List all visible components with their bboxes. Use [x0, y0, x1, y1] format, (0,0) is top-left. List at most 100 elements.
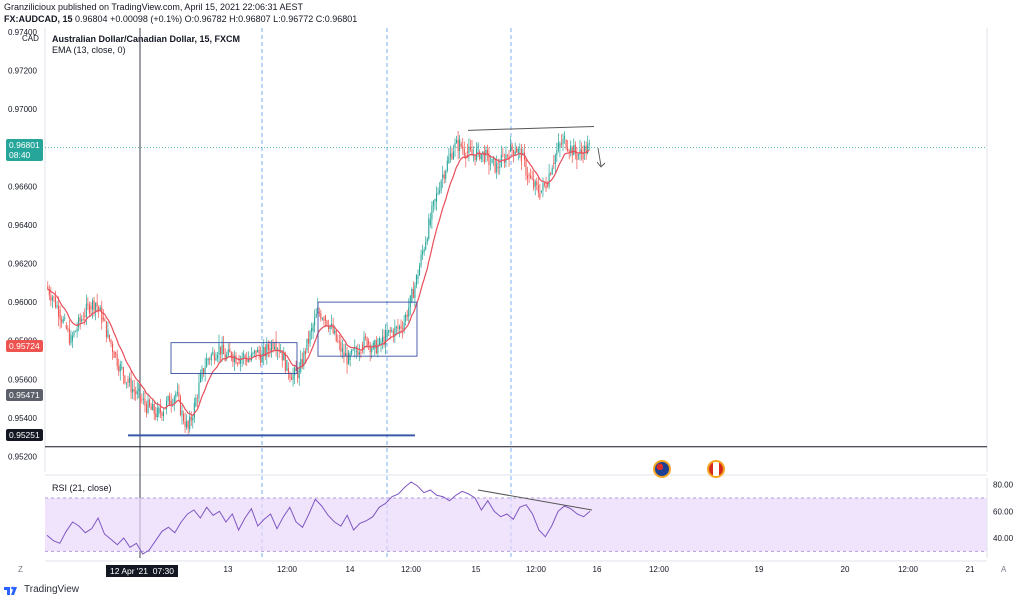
- candle-body: [551, 167, 553, 175]
- candle-body: [338, 341, 340, 343]
- candle-body: [286, 360, 288, 371]
- candle-body: [280, 351, 282, 353]
- candle-body: [536, 181, 538, 186]
- candle-body: [221, 344, 223, 355]
- candle-body: [334, 330, 336, 333]
- candle-body: [255, 350, 257, 356]
- candle-body: [309, 331, 311, 344]
- candle-body: [343, 352, 345, 356]
- candle-body: [389, 330, 391, 332]
- candle-body: [53, 296, 55, 298]
- candle-body: [124, 375, 126, 383]
- candle-body: [121, 367, 123, 369]
- candle-body: [497, 166, 499, 168]
- x-tick-label: 13: [224, 565, 233, 574]
- candle-body: [301, 359, 303, 367]
- candle-body: [209, 359, 211, 361]
- candle-body: [348, 352, 350, 365]
- candle-body: [378, 338, 380, 345]
- footer-brand[interactable]: TradingView: [4, 584, 79, 595]
- candle-body: [419, 265, 421, 276]
- candle-body: [361, 344, 364, 350]
- candle-body: [294, 367, 296, 376]
- candle-body: [218, 343, 220, 355]
- candle-body: [116, 354, 118, 367]
- candle-body: [196, 397, 198, 399]
- candle-body: [107, 329, 109, 338]
- candle-body: [499, 166, 501, 168]
- candle-body: [158, 407, 160, 415]
- candle-body: [252, 352, 254, 354]
- candle-body: [488, 152, 490, 166]
- candle-body: [290, 377, 293, 380]
- y-tick-label: 0.97000: [8, 105, 37, 114]
- zoom-reset-button[interactable]: Z: [18, 565, 23, 574]
- candle-body: [312, 325, 314, 332]
- candle-body: [543, 183, 546, 185]
- candle-body: [391, 330, 393, 332]
- candle-body: [479, 151, 481, 160]
- candle-body: [181, 410, 183, 416]
- candle-body: [64, 317, 66, 319]
- x-tick-label: 14: [346, 565, 355, 574]
- y-tick-label: 0.96400: [8, 221, 37, 230]
- last-price-badge: 0.96801 08:40: [6, 139, 43, 161]
- candle-body: [503, 159, 505, 163]
- canada-flag-icon[interactable]: [707, 460, 725, 478]
- candle-body: [528, 174, 530, 176]
- candle-body: [508, 155, 510, 160]
- candle-body: [199, 373, 202, 383]
- candle-body: [335, 330, 337, 341]
- candle-body: [520, 148, 522, 162]
- y-tick-label: 0.95200: [8, 453, 37, 462]
- candle-body: [102, 317, 104, 320]
- candle-body: [332, 323, 334, 333]
- candle-body: [233, 355, 235, 363]
- auto-scale-button[interactable]: A: [1001, 565, 1007, 574]
- candle-body: [110, 339, 112, 344]
- australia-flag-icon[interactable]: [653, 460, 671, 478]
- candle-body: [440, 180, 442, 191]
- candle-body: [145, 404, 148, 413]
- candle-body: [178, 392, 180, 397]
- candle-body: [553, 163, 555, 165]
- candle-body: [446, 160, 448, 171]
- candle-body: [96, 302, 98, 307]
- candle-body: [513, 150, 515, 155]
- candle-body: [198, 382, 200, 399]
- candle-body: [431, 205, 433, 220]
- candle-body: [170, 400, 172, 405]
- symbol-name[interactable]: FX:AUDCAD, 15: [4, 14, 73, 24]
- candle-body: [463, 148, 465, 156]
- indicator-ema-label[interactable]: EMA (13, close, 0): [52, 45, 126, 55]
- candle-body: [394, 326, 396, 337]
- candle-body: [456, 139, 458, 144]
- candle-body: [480, 153, 482, 160]
- candle-body: [556, 150, 558, 156]
- candle-body: [267, 344, 269, 350]
- candle-body: [406, 314, 408, 317]
- candle-body: [462, 146, 464, 149]
- rsi-line: [46, 481, 591, 555]
- candle-body: [115, 352, 117, 355]
- candle-body: [281, 350, 283, 361]
- candle-body: [580, 149, 583, 153]
- candle-body: [300, 359, 302, 372]
- candle-body: [295, 367, 297, 371]
- candle-body: [537, 185, 539, 193]
- candle-body: [402, 328, 404, 330]
- rsi-pane-title[interactable]: RSI (21, close): [52, 483, 112, 493]
- candle-body: [398, 326, 401, 330]
- ema-value-badge: 0.95724: [6, 340, 43, 352]
- candle-body: [560, 143, 563, 145]
- candle-body: [494, 158, 496, 173]
- candle-body: [584, 145, 586, 152]
- candle-body: [559, 143, 561, 148]
- down-arrow-icon: [596, 147, 606, 168]
- candle-body: [318, 311, 320, 314]
- candle-body: [173, 397, 175, 404]
- y-tick-label: 0.96600: [8, 182, 37, 191]
- candle-body: [133, 388, 135, 392]
- currency-label: CAD: [20, 34, 41, 43]
